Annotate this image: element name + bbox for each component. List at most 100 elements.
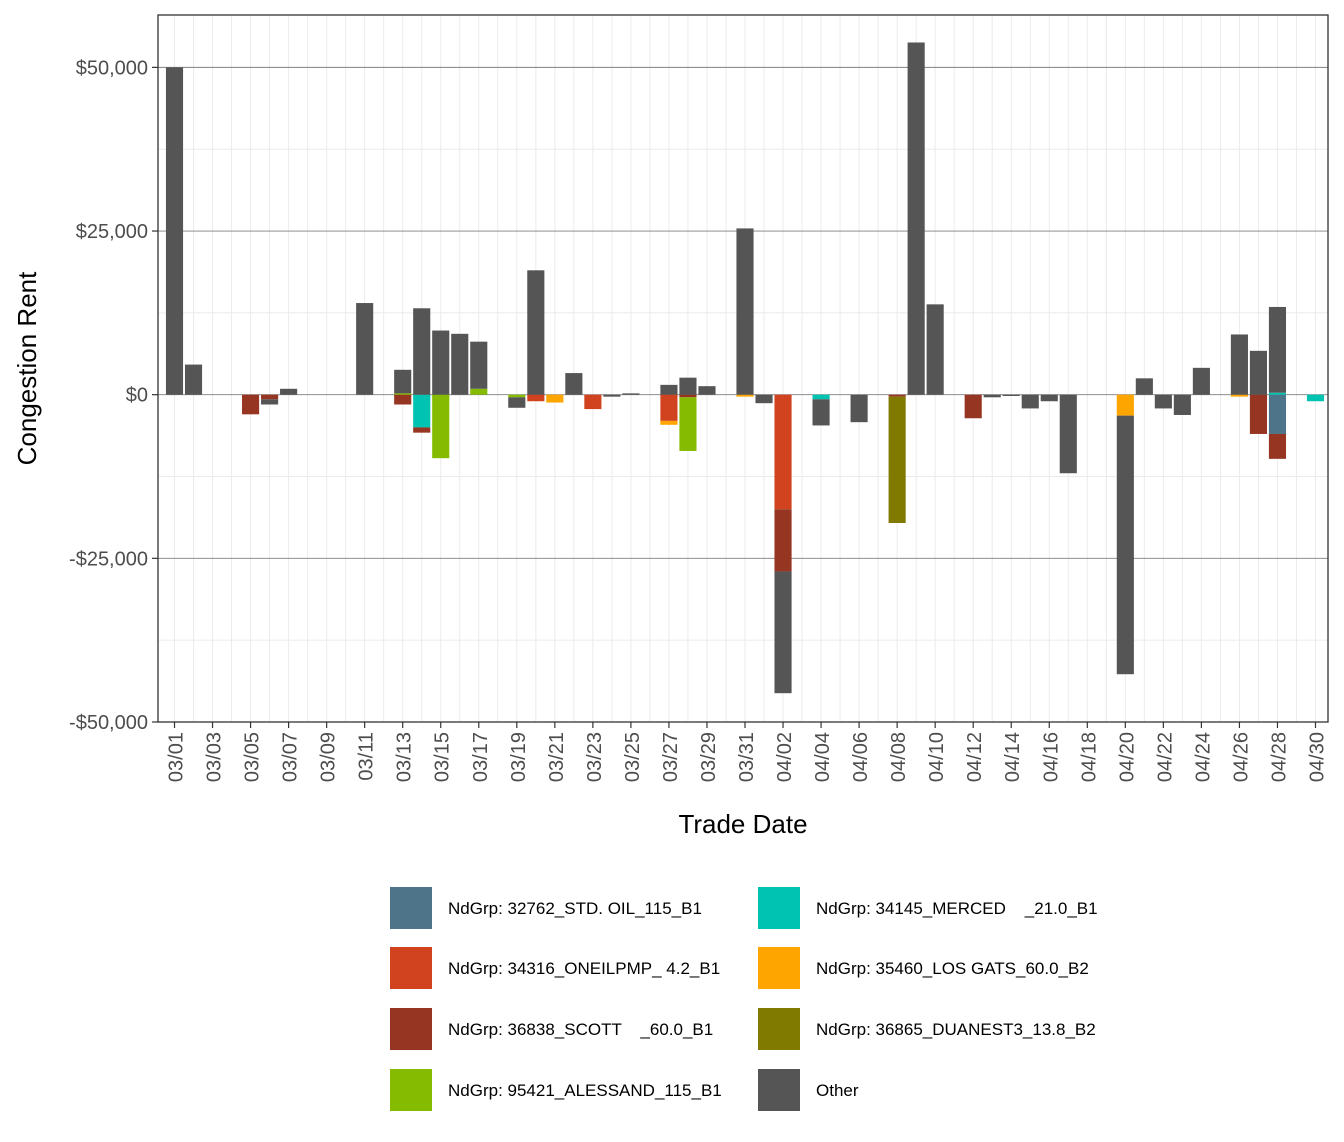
x-tick-label: 03/05 [242, 732, 264, 782]
legend-label: NdGrp: 36838_SCOTT _60.0_B1 [448, 1020, 713, 1039]
legend-item: Other [758, 1069, 859, 1111]
bar-segment [1116, 394, 1134, 416]
legend-label: Other [816, 1081, 859, 1100]
bar-segment [451, 333, 469, 395]
bar-segment [584, 394, 602, 410]
bar-segment [413, 308, 431, 395]
bar-segment [660, 394, 678, 421]
bar-segment [774, 571, 792, 694]
legend: NdGrp: 32762_STD. OIL_115_B1 NdGrp: 34145… [390, 887, 1098, 1111]
x-tick-label: 04/18 [1078, 732, 1100, 782]
bar-segment [356, 303, 374, 395]
bar-segment [1306, 394, 1325, 402]
x-tick-label: 04/06 [850, 732, 872, 782]
y-axis: -$50,000 -$25,000 $0 $25,000 $50,000 [69, 57, 158, 734]
bar-segment [736, 394, 754, 397]
legend-item: NdGrp: 32762_STD. OIL_115_B1 [390, 887, 702, 929]
bar-segment [394, 393, 412, 395]
bar-segment [280, 388, 298, 395]
bar-segment [432, 394, 450, 459]
x-tick-label: 04/26 [1230, 732, 1252, 782]
bar-segment [888, 396, 906, 523]
bar-segment [1230, 394, 1248, 397]
bar-segment [413, 427, 431, 433]
y-axis-title: Congestion Rent [12, 271, 42, 465]
y-tick-label: $50,000 [76, 57, 148, 79]
y-tick-label: -$50,000 [69, 712, 148, 734]
bar-segment [413, 394, 431, 428]
bar-segment [755, 394, 773, 404]
x-tick-label: 04/20 [1116, 732, 1138, 782]
x-tick-label: 03/21 [546, 732, 568, 782]
legend-item: NdGrp: 36865_DUANEST3_13.8_B2 [758, 1008, 1096, 1050]
x-tick-label: 04/14 [1002, 732, 1024, 782]
x-tick-label: 03/23 [584, 732, 606, 782]
bar-segment [527, 270, 545, 395]
legend-label: NdGrp: 35460_LOS GATS_60.0_B2 [816, 959, 1089, 978]
bar-segment [1002, 394, 1020, 396]
minor-gridlines [158, 15, 1328, 722]
bar-segment [242, 394, 260, 415]
x-tick-label: 03/07 [280, 732, 302, 782]
x-tick-label: 03/01 [166, 732, 188, 782]
bar-segment [508, 397, 526, 408]
bar-segment [1268, 433, 1287, 459]
bar-segment [698, 386, 716, 395]
bar-segment [660, 384, 678, 395]
bar-segment [679, 397, 697, 451]
bar-segment [1059, 394, 1077, 474]
x-tick-label: 03/27 [660, 732, 682, 782]
bar-segment [774, 509, 792, 572]
legend-swatch [390, 1008, 432, 1050]
bar-segment [679, 377, 697, 395]
bar-segment [660, 420, 678, 425]
x-tick-label: 03/13 [394, 732, 416, 782]
bar-segment [1249, 350, 1267, 395]
bar-segment [736, 228, 754, 395]
x-tick-label: 03/19 [508, 732, 530, 782]
x-axis-title: Trade Date [678, 809, 807, 839]
x-tick-label: 03/03 [204, 732, 226, 782]
legend-item: NdGrp: 35460_LOS GATS_60.0_B2 [758, 947, 1089, 989]
bar-segment [1154, 394, 1172, 409]
bar-segment [622, 393, 640, 395]
bar-segment [812, 399, 830, 426]
bar-segment [888, 394, 906, 397]
bar-series [165, 42, 1325, 694]
x-tick-label: 04/12 [964, 732, 986, 782]
x-tick-label: 04/28 [1268, 732, 1290, 782]
bar-segment [812, 394, 830, 400]
bar-segment [1135, 378, 1153, 395]
bar-segment [1268, 306, 1287, 393]
legend-swatch [758, 947, 800, 989]
x-tick-label: 04/24 [1192, 732, 1214, 782]
y-tick-label: $0 [126, 385, 148, 407]
bar-segment [679, 394, 697, 398]
bar-segment [1192, 367, 1210, 395]
legend-label: NdGrp: 32762_STD. OIL_115_B1 [448, 899, 702, 918]
legend-item: NdGrp: 95421_ALESSAND_115_B1 [390, 1069, 722, 1111]
legend-swatch [758, 1008, 800, 1050]
x-tick-label: 03/25 [622, 732, 644, 782]
plot-panel-border [157, 14, 1329, 723]
legend-item: NdGrp: 34316_ONEILPMP_ 4.2_B1 [390, 947, 720, 989]
bar-segment [774, 394, 792, 510]
x-tick-label: 03/09 [318, 732, 340, 782]
x-tick-label: 04/08 [888, 732, 910, 782]
bar-segment [165, 67, 184, 395]
bar-segment [261, 399, 279, 405]
bar-segment [926, 304, 944, 395]
bar-segment [1173, 394, 1191, 415]
legend-swatch [758, 887, 800, 929]
bar-segment [184, 364, 203, 395]
bar-segment [603, 394, 621, 397]
x-axis: 03/01 03/03 03/05 03/07 03/09 03/11 03/13 03/15… [166, 722, 1328, 782]
bar-segment [1040, 394, 1058, 402]
bar-segment [850, 394, 868, 423]
bar-segment [470, 388, 488, 395]
x-tick-label: 03/29 [698, 732, 720, 782]
bar-segment [565, 373, 583, 395]
bar-segment [1230, 334, 1248, 395]
bar-segment [394, 369, 412, 394]
